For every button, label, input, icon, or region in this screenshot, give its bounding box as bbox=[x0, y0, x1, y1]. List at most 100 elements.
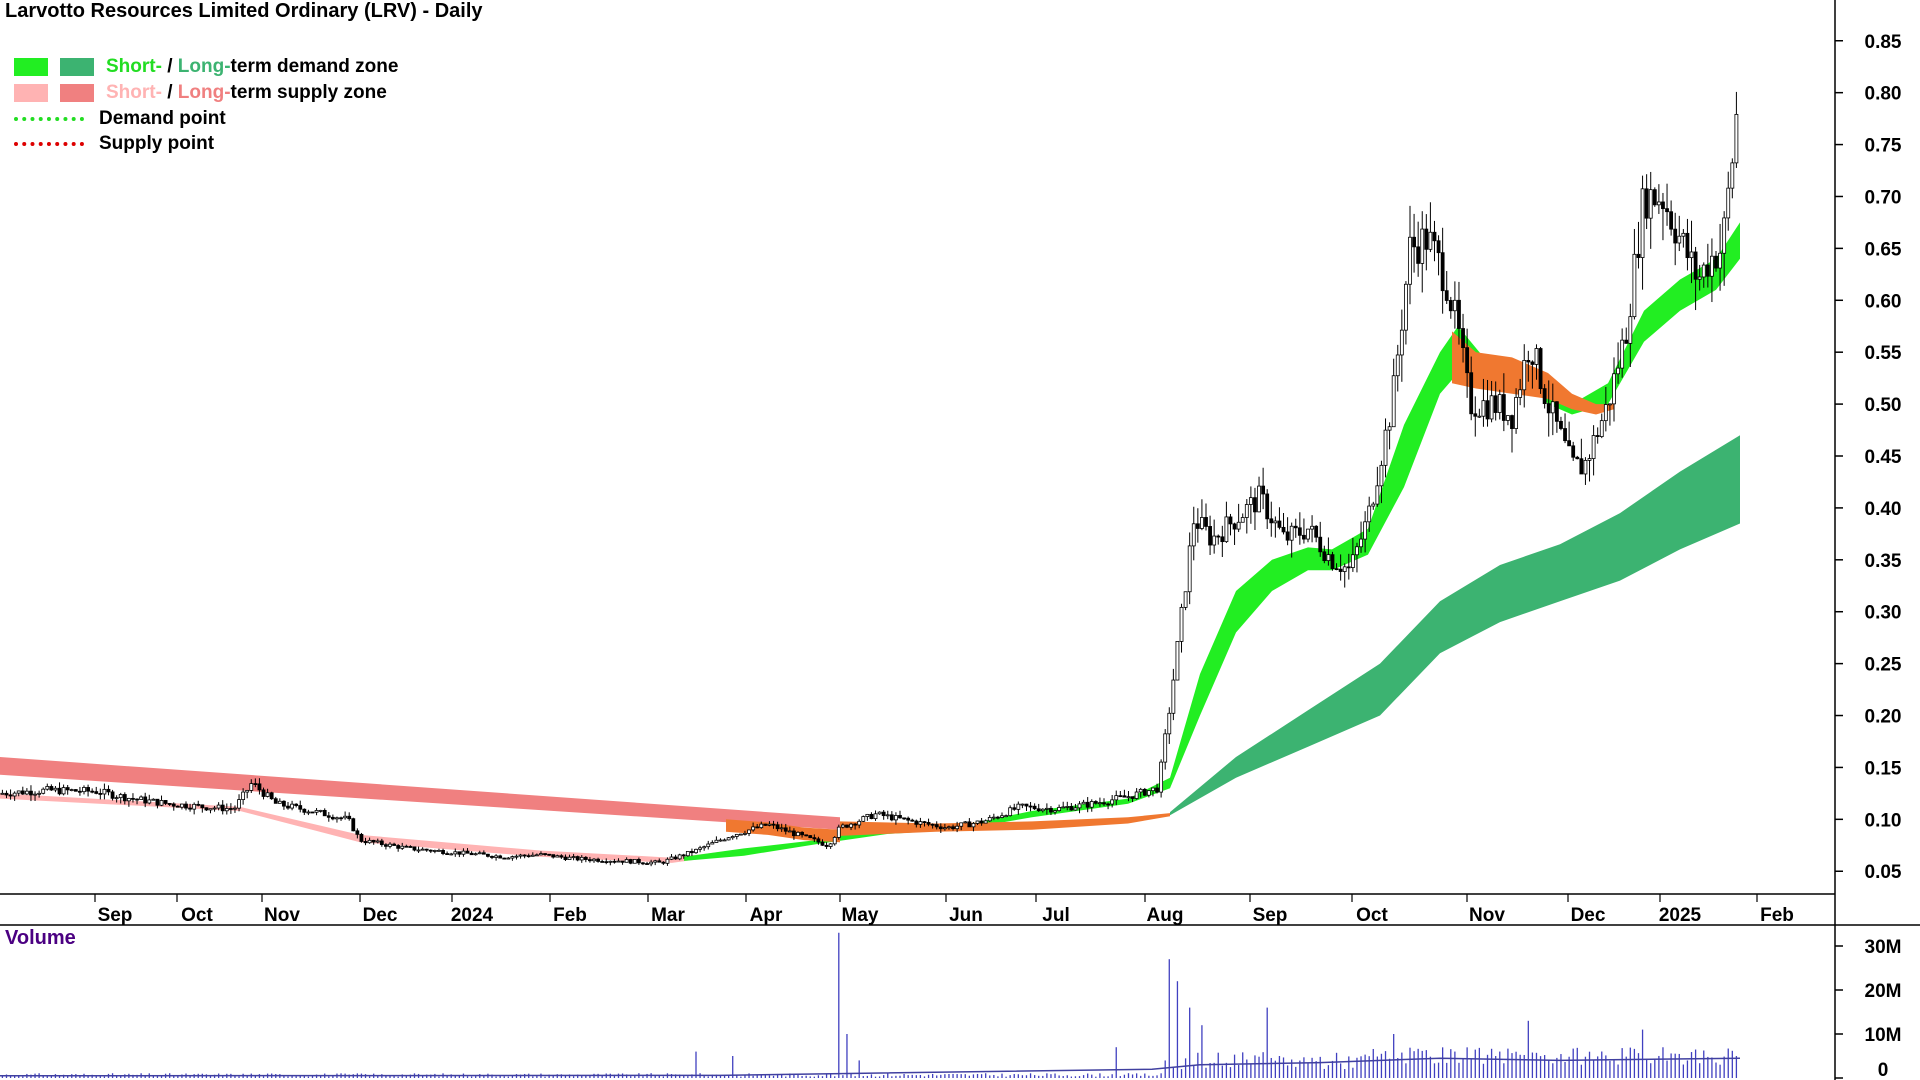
candle-body bbox=[889, 814, 894, 821]
candle-body bbox=[473, 853, 478, 856]
candle-body bbox=[677, 854, 682, 860]
candle-body bbox=[1550, 401, 1555, 414]
candle-body bbox=[432, 850, 437, 852]
candle-body bbox=[1228, 516, 1233, 525]
candle-body bbox=[1098, 802, 1102, 805]
candle-body bbox=[1591, 435, 1596, 459]
candle-body bbox=[1338, 568, 1343, 572]
candle-body bbox=[706, 843, 711, 848]
candle-body bbox=[204, 807, 209, 811]
candle-body bbox=[1151, 787, 1155, 792]
volume-tick-label: 0 bbox=[1878, 1060, 1889, 1080]
candle-body bbox=[608, 860, 613, 863]
candle-body bbox=[1057, 807, 1062, 812]
candle-body bbox=[628, 859, 633, 864]
candle-body bbox=[539, 853, 543, 856]
legend-demand-suffix: term demand zone bbox=[230, 56, 399, 77]
candle-body bbox=[1554, 401, 1559, 422]
candle-body bbox=[861, 816, 866, 822]
candle-body bbox=[857, 820, 862, 826]
candle-body bbox=[1718, 252, 1722, 269]
candle-body bbox=[665, 858, 670, 864]
candle-body bbox=[273, 798, 278, 804]
time-tick-label: 2024 bbox=[451, 905, 494, 926]
candle-body bbox=[441, 849, 445, 854]
candle-body bbox=[1420, 228, 1425, 264]
candle-body bbox=[69, 789, 74, 791]
candle-body bbox=[1620, 339, 1625, 369]
candle-body bbox=[1277, 520, 1282, 528]
candle-body bbox=[800, 831, 804, 836]
demand-point-swatch bbox=[14, 117, 84, 121]
candle-body bbox=[1138, 788, 1143, 793]
candle-body bbox=[526, 855, 531, 858]
candle-body bbox=[1510, 415, 1514, 429]
candle-body bbox=[355, 830, 360, 835]
candle-body bbox=[1195, 523, 1200, 529]
candle-body bbox=[233, 807, 237, 810]
candle-body bbox=[1734, 113, 1739, 164]
zones-layer bbox=[0, 222, 1740, 863]
candle-body bbox=[249, 783, 254, 791]
candle-body bbox=[632, 859, 637, 864]
candle-body bbox=[894, 815, 898, 821]
candle-body bbox=[1020, 803, 1025, 806]
candle-body bbox=[1065, 806, 1070, 808]
candle-body bbox=[228, 808, 233, 810]
candle-body bbox=[1359, 538, 1363, 548]
candle-body bbox=[1049, 807, 1053, 813]
candle-body bbox=[942, 827, 947, 830]
candle-body bbox=[1220, 536, 1225, 543]
candle-body bbox=[351, 818, 356, 832]
candle-body bbox=[1404, 283, 1408, 331]
candle-body bbox=[824, 844, 829, 847]
legend-sep: / bbox=[161, 56, 178, 77]
candle-body bbox=[796, 831, 800, 837]
candle-body bbox=[787, 830, 792, 833]
candle-body bbox=[1624, 339, 1629, 344]
candle-body bbox=[783, 827, 788, 832]
time-tick-label: Mar bbox=[651, 905, 685, 926]
candle-body bbox=[1118, 795, 1123, 798]
time-tick-label: Feb bbox=[1760, 905, 1794, 926]
candle-body bbox=[188, 807, 192, 810]
candle-body bbox=[367, 839, 372, 844]
candle-body bbox=[1024, 803, 1029, 807]
candle-body bbox=[832, 837, 837, 845]
candle-body bbox=[1534, 348, 1539, 365]
candle-body bbox=[694, 848, 698, 854]
candle-body bbox=[1665, 208, 1669, 213]
candle-body bbox=[159, 800, 164, 806]
candle-body bbox=[61, 787, 66, 795]
candle-body bbox=[910, 819, 915, 822]
candle-body bbox=[641, 862, 645, 865]
supply-point-swatch bbox=[14, 142, 84, 146]
candle-body bbox=[530, 854, 535, 857]
time-tick-label: Jul bbox=[1042, 905, 1069, 926]
candle-body bbox=[951, 826, 955, 830]
candle-body bbox=[865, 813, 870, 817]
candle-body bbox=[8, 794, 13, 797]
candle-body bbox=[1163, 733, 1168, 763]
candle-body bbox=[971, 823, 976, 828]
candle-body bbox=[963, 821, 968, 824]
candle-body bbox=[400, 845, 405, 849]
candle-body bbox=[1387, 426, 1392, 431]
candle-body bbox=[57, 787, 62, 795]
candle-body bbox=[751, 826, 756, 831]
candle-body bbox=[1000, 815, 1004, 818]
candle-body bbox=[253, 783, 258, 785]
candle-body bbox=[991, 816, 996, 819]
candle-body bbox=[98, 793, 103, 795]
candle-body bbox=[1318, 536, 1323, 553]
candle-body bbox=[335, 817, 339, 820]
time-tick-label: Nov bbox=[264, 905, 300, 926]
candle-body bbox=[828, 843, 833, 847]
candle-body bbox=[816, 838, 821, 843]
candle-body bbox=[392, 843, 396, 846]
candle-body bbox=[1053, 810, 1057, 813]
candle-body bbox=[926, 822, 931, 825]
candle-body bbox=[722, 839, 727, 842]
candle-body bbox=[94, 791, 99, 794]
legend-supply-zone: Short- / Long- term supply zone bbox=[14, 82, 387, 104]
